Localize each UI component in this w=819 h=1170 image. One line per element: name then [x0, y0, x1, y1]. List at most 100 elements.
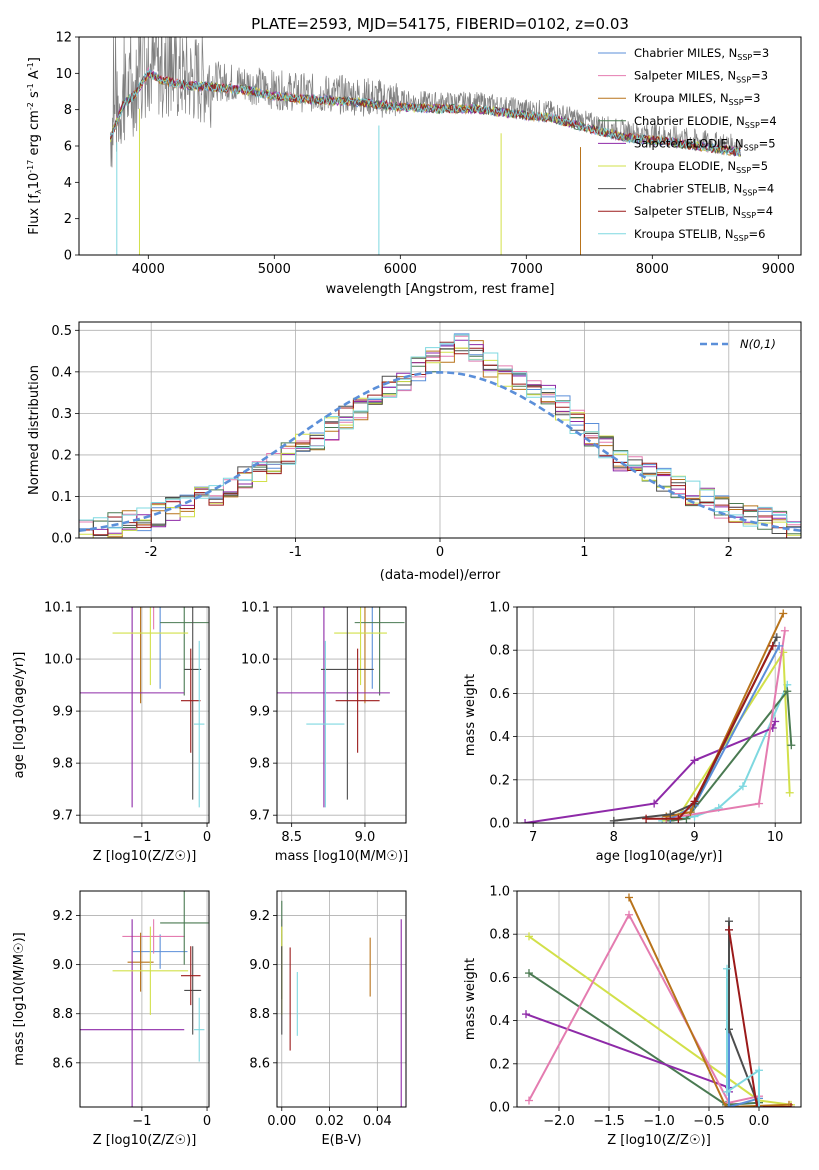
grid-lines — [277, 606, 406, 823]
series-marker — [753, 1103, 761, 1107]
y-tick-label: 8.6 — [52, 1056, 73, 1071]
y-axis-label-part: s — [27, 91, 42, 102]
y-axis-label-part: -1 — [26, 62, 35, 70]
grid-lines — [517, 606, 801, 824]
error-bar-point — [354, 607, 405, 696]
series-marker — [690, 756, 699, 765]
legend-label-text: Kroupa ELODIE, N — [634, 159, 736, 173]
series-marker — [674, 814, 683, 823]
error-bar-point — [140, 607, 142, 704]
y-tick-label: 9.9 — [52, 705, 73, 720]
y-tick-label: 0.8 — [489, 928, 510, 943]
x-tick-label: 0 — [203, 830, 211, 845]
axes-frame — [516, 890, 802, 1108]
series-line — [728, 921, 760, 1107]
y-tick-label: 8 — [64, 103, 72, 118]
series-marker — [725, 917, 733, 926]
y-tick-label: 12 — [55, 31, 72, 46]
x-tick-label: −1 — [132, 1114, 151, 1129]
series-marker — [666, 810, 675, 819]
error-bar-point — [112, 607, 189, 686]
legend-label-subscript: SSP — [741, 211, 756, 220]
series-marker — [787, 741, 796, 750]
series-line — [525, 1013, 730, 1092]
x-tick-label: 8000 — [636, 262, 669, 277]
series-line — [613, 636, 778, 822]
x-tick-label: 10 — [767, 830, 784, 845]
y-tick-label: 0.4 — [51, 365, 72, 380]
mass-weight-series — [725, 925, 795, 1107]
legend-label-value: =5 — [759, 136, 776, 150]
legend-label-subscript: SSP — [736, 76, 751, 85]
series-marker — [521, 819, 530, 823]
y-tick-label: 9.0 — [249, 958, 270, 973]
series-marker — [723, 1087, 731, 1096]
y-tick-label: 9.7 — [52, 809, 73, 824]
y-tick-label: 10 — [55, 67, 72, 82]
error-bar-point — [334, 607, 387, 686]
y-axis-label: Normed distribution — [27, 365, 42, 495]
y-axis-label-part: -1 — [26, 83, 35, 91]
x-tick-label: 5000 — [258, 262, 291, 277]
legend-label-text: Salpeter STELIB, N — [634, 204, 741, 218]
y-tick-label: 0.6 — [489, 687, 510, 702]
series-marker — [755, 799, 764, 808]
x-tick-label: 0.02 — [315, 1114, 344, 1129]
y-tick-label: 0.8 — [489, 644, 510, 659]
y-axis-label: age [log10(age/yr)] — [12, 652, 27, 779]
x-tick-label: 4000 — [132, 262, 165, 277]
series-marker — [525, 1096, 533, 1105]
error-bar-point — [180, 648, 201, 753]
series-marker — [772, 633, 781, 642]
residual-histogram — [79, 334, 801, 538]
y-tick-label: 9.2 — [249, 909, 270, 924]
mass-weight-vs-age-panel: 7 8 9 10 0.0 0.2 0.4 0.6 0.8 1.0 age [log10(age/yr… — [463, 601, 802, 864]
x-tick-label: 9.0 — [355, 830, 376, 845]
x-tick-label: -1 — [289, 545, 302, 560]
y-tick-label: 10.0 — [44, 653, 73, 668]
series-line — [728, 929, 791, 1107]
spectrum-panel: 4000 5000 6000 7000 8000 9000 0 2 4 6 8 10 12 wavelen… — [26, 31, 802, 297]
x-axis-label: E(B-V) — [321, 1133, 361, 1148]
x-tick-label: 0.04 — [363, 1114, 392, 1129]
y-axis-label-part: λ — [34, 189, 43, 194]
normal-curve — [79, 370, 801, 532]
y-tick-label: 0 — [64, 249, 72, 264]
legend-label: Chabrier STELIB, NSSP=4 — [634, 182, 774, 198]
error-bar-point — [335, 648, 380, 753]
y-tick-label: 0.2 — [489, 773, 510, 788]
plot-area — [521, 609, 796, 823]
y-tick-label: 2 — [64, 212, 72, 227]
error-bar-point — [320, 607, 374, 800]
y-tick-label: 9.7 — [249, 809, 270, 824]
y-tick-label: 10.1 — [241, 601, 270, 616]
error-bar-point — [306, 640, 345, 808]
x-tick-label: 7000 — [510, 262, 543, 277]
series-line — [662, 684, 789, 822]
model-spectrum — [110, 71, 741, 157]
y-axis-label: mass [log10(M/M☉)] — [12, 932, 27, 1065]
y-tick-label: 1.0 — [489, 601, 510, 616]
x-axis-label: (data-model)/error — [380, 568, 501, 583]
series-line — [726, 968, 760, 1107]
error-bar-point — [364, 607, 366, 704]
plot-layer: 4000 5000 6000 7000 8000 9000024681012wavelen… — [12, 31, 802, 1148]
legend-label-value: =3 — [751, 69, 768, 83]
y-tick-label: 0.0 — [489, 817, 510, 832]
legend-label: Kroupa ELODIE, NSSP=5 — [634, 159, 768, 175]
y-tick-label: 0.2 — [489, 1057, 510, 1072]
y-tick-label: 8.8 — [52, 1007, 73, 1022]
legend-label: N(0,1) — [740, 337, 776, 351]
plot-area — [281, 900, 402, 1107]
legend-label: Chabrier ELODIE, NSSP=4 — [634, 114, 777, 130]
mass-weight-series — [642, 641, 777, 823]
y-tick-label: 10.1 — [44, 601, 73, 616]
series-marker — [625, 893, 633, 902]
axes-frame — [276, 606, 407, 824]
y-tick-label: 6 — [64, 140, 72, 155]
plot-area — [80, 891, 209, 1107]
plot-area — [522, 893, 795, 1107]
series-marker — [785, 1100, 793, 1107]
x-tick-label: 8.5 — [281, 830, 302, 845]
legend-label-value: =4 — [760, 114, 777, 128]
